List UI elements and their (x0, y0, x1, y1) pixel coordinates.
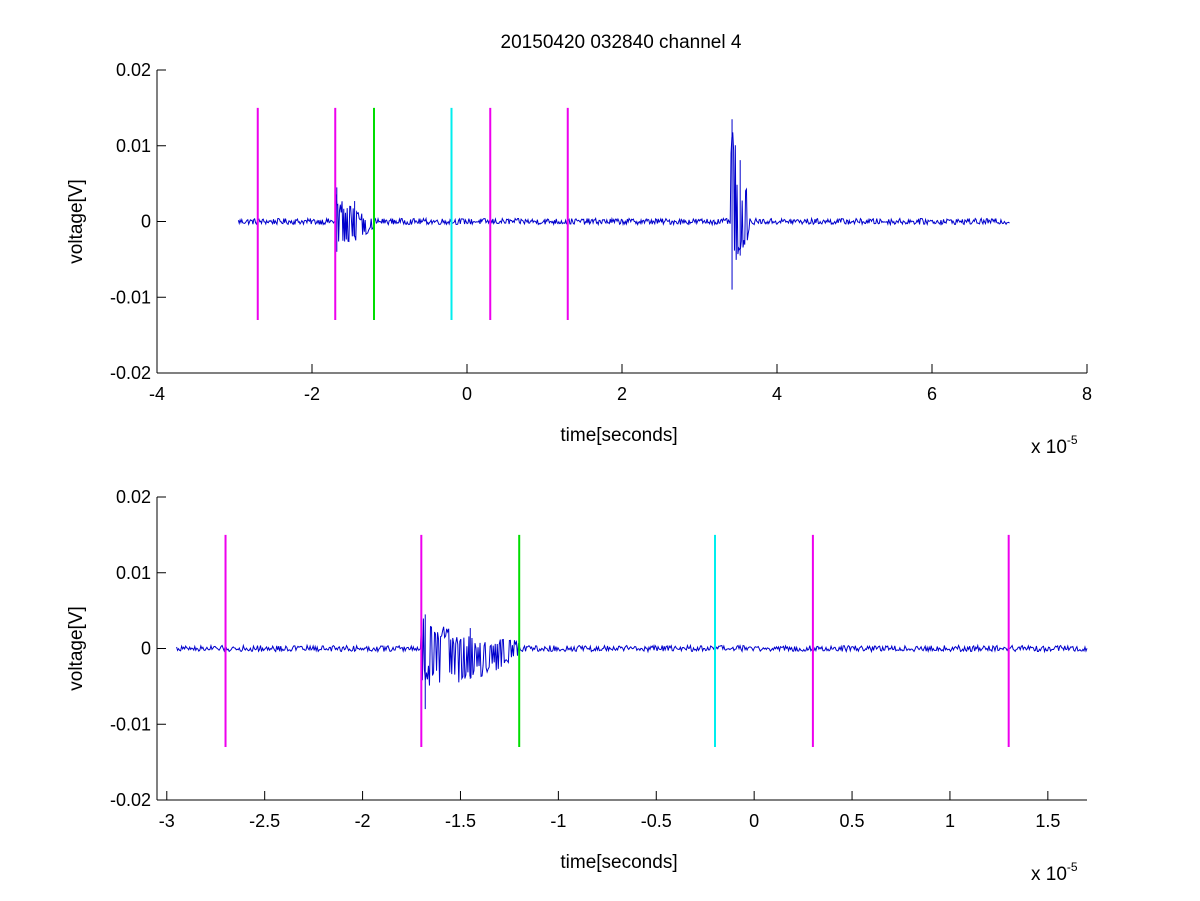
y-axis-label: voltage[V] (66, 179, 87, 264)
x-tick-label: 1 (945, 811, 955, 831)
x-tick-label: -1.5 (445, 811, 476, 831)
x-tick-label: -2 (355, 811, 371, 831)
x-tick-label: 8 (1082, 384, 1092, 404)
y-tick-label: 0 (141, 212, 151, 232)
y-tick-label: 0.01 (116, 563, 151, 583)
x-tick-label: 6 (927, 384, 937, 404)
top-plot: -4 -2 0 2 4 6 8 -0.02 -0.01 0 0.01 0.02 time[seconds… (66, 60, 1092, 458)
x-exponent-power: -5 (1067, 860, 1078, 874)
bottom-plot: -3 -2.5 -2 -1.5 -1 -0.5 0 0.5 1 1.5 -0.02 -0.01 0 0.0… (66, 487, 1088, 885)
x-exponent-base: x 10 (1031, 864, 1067, 885)
x-tick-label: -3 (159, 811, 175, 831)
x-tick-label: -2.5 (249, 811, 280, 831)
y-tick-label: 0.02 (116, 487, 151, 507)
x-tick-label: -0.5 (641, 811, 672, 831)
figure-title: 20150420 032840 channel 4 (501, 32, 742, 53)
y-tick-label: -0.01 (110, 714, 151, 734)
x-exponent-power: -5 (1067, 433, 1078, 447)
signal-trace (237, 132, 1010, 260)
y-axis-label: voltage[V] (66, 606, 87, 691)
x-exponent-label: x 10-5 (1031, 433, 1078, 458)
y-tick-label: 0.01 (116, 136, 151, 156)
y-tick-label: -0.02 (110, 790, 151, 810)
x-tick-label: -4 (149, 384, 165, 404)
x-tick-label: 0 (749, 811, 759, 831)
x-tick-label: 1.5 (1035, 811, 1060, 831)
y-tick-label: 0.02 (116, 60, 151, 80)
y-tick-label: -0.02 (110, 363, 151, 383)
x-exponent-base: x 10 (1031, 437, 1067, 458)
x-exponent-label: x 10-5 (1031, 860, 1078, 885)
signal-trace (176, 618, 1088, 686)
x-axis-label: time[seconds] (560, 425, 677, 446)
x-axis-label: time[seconds] (560, 852, 677, 873)
x-tick-label: 4 (772, 384, 782, 404)
y-tick-label: -0.01 (110, 287, 151, 307)
x-tick-label: 0.5 (840, 811, 865, 831)
y-tick-label: 0 (141, 639, 151, 659)
x-tick-label: 0 (462, 384, 472, 404)
x-tick-label: -1 (550, 811, 566, 831)
x-tick-label: -2 (304, 384, 320, 404)
x-tick-label: 2 (617, 384, 627, 404)
